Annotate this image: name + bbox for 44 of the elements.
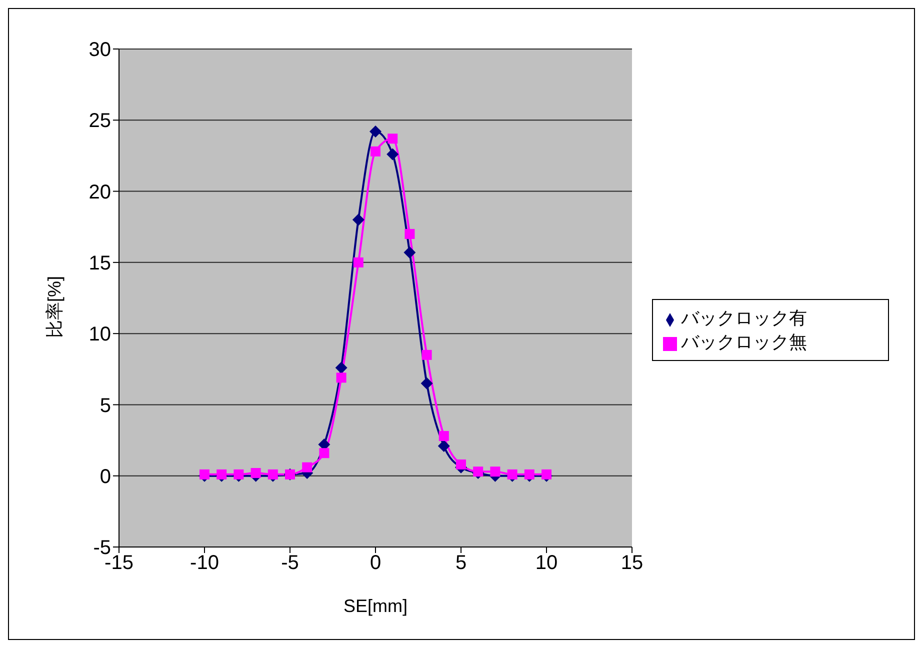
legend-label: バックロック無 (681, 332, 807, 352)
point (336, 372, 346, 383)
x-axis-title: SE[mm] (343, 596, 408, 616)
point (490, 466, 500, 477)
y-tick-label: 0 (100, 466, 111, 488)
point (456, 459, 466, 470)
x-tick-label: 0 (370, 552, 382, 574)
point (200, 469, 210, 480)
point (234, 469, 244, 480)
x-tick-label: -5 (281, 552, 299, 574)
y-tick-label: 5 (100, 394, 111, 417)
point (422, 350, 432, 360)
point (420, 377, 433, 390)
point (404, 228, 415, 239)
point (542, 469, 552, 480)
y-tick-label: 10 (88, 324, 111, 346)
point (335, 362, 348, 374)
legend-label: バックロック有 (681, 308, 807, 328)
y-tick-label: 20 (88, 181, 111, 204)
point (438, 431, 449, 442)
y-tick-label: 30 (88, 39, 111, 62)
point (216, 469, 227, 480)
x-tick-label: 15 (620, 552, 644, 574)
point (386, 148, 399, 160)
y-tick-label: 25 (88, 110, 111, 132)
point (524, 469, 534, 480)
point (370, 126, 382, 138)
point (353, 257, 364, 268)
x-tick-label: -10 (190, 552, 219, 574)
point (438, 440, 450, 452)
x-tick-label: 10 (535, 552, 558, 574)
point (507, 469, 518, 480)
point (352, 214, 364, 226)
point (250, 468, 261, 478)
y-tick-label: 15 (88, 252, 111, 275)
point (404, 246, 416, 258)
y-tick-label: -5 (93, 537, 111, 560)
x-tick-label: 5 (455, 552, 467, 574)
point (302, 462, 312, 472)
point (268, 469, 278, 480)
point (319, 448, 330, 458)
y-axis-title: 比率[%] (44, 276, 64, 338)
point (388, 134, 398, 144)
point (370, 146, 380, 156)
